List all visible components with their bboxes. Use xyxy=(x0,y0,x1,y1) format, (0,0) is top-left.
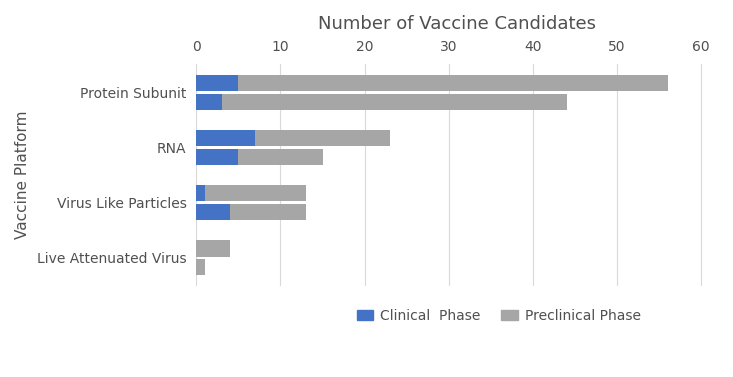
Legend: Clinical  Phase, Preclinical Phase: Clinical Phase, Preclinical Phase xyxy=(351,303,647,328)
Bar xyxy=(196,130,255,146)
Bar xyxy=(238,149,323,165)
Bar xyxy=(196,240,230,256)
Y-axis label: Vaccine Platform: Vaccine Platform xyxy=(15,111,30,239)
Bar xyxy=(238,75,668,91)
Bar xyxy=(196,259,205,275)
Bar xyxy=(196,75,238,91)
Bar xyxy=(196,185,205,201)
Bar xyxy=(255,130,390,146)
Bar xyxy=(196,149,238,165)
Bar xyxy=(196,93,221,110)
Bar xyxy=(205,185,306,201)
Bar xyxy=(221,93,567,110)
Bar xyxy=(196,204,230,220)
X-axis label: Number of Vaccine Candidates: Number of Vaccine Candidates xyxy=(318,15,596,33)
Bar xyxy=(230,204,306,220)
